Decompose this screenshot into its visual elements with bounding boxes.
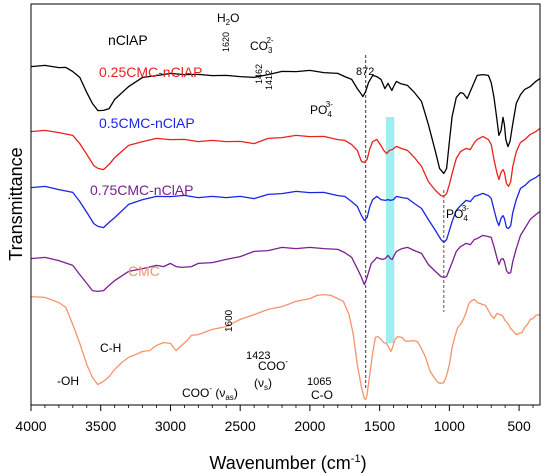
x-tick-label-6: 1000 [434, 418, 465, 434]
annotation-h2o: H2O [217, 11, 239, 27]
x-tick-label-7: 500 [507, 418, 531, 434]
annotation-vs: (νs) [254, 376, 272, 392]
series-layer [30, 64, 541, 401]
annotation-co3: CO32- [250, 36, 274, 55]
annotation-po4-lower: PO43- [446, 204, 469, 223]
series-line-1 [30, 127, 541, 198]
x-axis-label: Wavenumber (cm-1) [209, 453, 366, 473]
annotation-872: 872 [356, 66, 374, 78]
series-label-cmc: CMC [128, 263, 160, 279]
plot-frame [30, 3, 541, 406]
x-axis-ticks: 4000 3500 3000 2500 2000 1500 1000 500 [15, 405, 534, 434]
y-axis-label: Transmittance [6, 147, 26, 260]
x-tick-label-4: 2000 [294, 418, 325, 434]
series-line-2 [30, 173, 541, 244]
annotation-1600: 1600 [224, 309, 235, 332]
annotation-1462: 1462 [254, 64, 264, 84]
annotation-1065: 1065 [307, 376, 331, 388]
series-line-4 [30, 293, 541, 401]
annotation-1412: 1412 [264, 70, 274, 90]
x-tick-label-5: 1500 [364, 418, 395, 434]
coo-highlight-band [385, 117, 395, 343]
x-tick-label-1: 3500 [85, 418, 116, 434]
series-label-0-25cmc-nclap: 0.25CMC-nClAP [99, 64, 202, 80]
series-label-nclap: nClAP [108, 32, 148, 48]
annotation-1423: 1423 [246, 350, 270, 362]
x-tick-label-3: 2500 [225, 418, 256, 434]
annotation-c-o: C-O [311, 388, 333, 402]
annotation-po4-upper: PO43- [310, 100, 333, 119]
annotation-c-h: C-H [100, 341, 121, 355]
annotation-1620: 1620 [221, 32, 231, 52]
series-label-0-5cmc-nclap: 0.5CMC-nClAP [99, 115, 195, 131]
series-line-0 [30, 64, 541, 175]
annotation-coo-vas: COO- (νas) [182, 384, 238, 402]
x-tick-label-2: 3000 [155, 418, 186, 434]
x-tick-label-0: 4000 [15, 418, 46, 434]
series-line-3 [30, 210, 541, 293]
series-label-0-75cmc-nclap: 0.75CMC-nClAP [90, 182, 193, 198]
annotation-oh: -OH [57, 374, 79, 388]
annotation-coo-vs: COO- [258, 357, 288, 373]
